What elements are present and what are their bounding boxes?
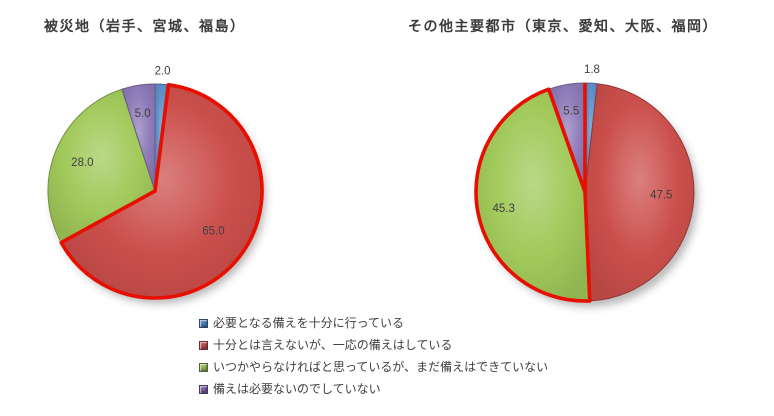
pie0-data-label-3: 5.0 — [135, 108, 151, 120]
pie1-data-label-3: 5.5 — [563, 105, 579, 117]
legend-marker-2 — [199, 363, 208, 372]
pie1-slice-1 — [584, 83, 695, 302]
legend-label: 十分とは言えないが、一応の備えはしている — [213, 338, 453, 352]
highlight-outline — [59, 83, 264, 300]
pie0-data-label-1: 65.0 — [202, 226, 224, 238]
legend-item-partially-prepared: 十分とは言えないが、一応の備えはしている — [199, 339, 548, 352]
legend-label: いつかやらなければと思っているが、まだ備えはできていない — [213, 360, 549, 374]
right-pie-chart: 1.8 47.5 45.3 5.5 — [470, 64, 700, 318]
pie-svg-0: 2.0 65.0 28.0 5.0 — [47, 65, 266, 304]
pie1-data-label-2: 45.3 — [492, 203, 514, 215]
highlight-outline — [474, 87, 592, 303]
left-pie-chart: 2.0 65.0 28.0 5.0 — [45, 65, 266, 311]
pie0-slice-3 — [121, 83, 156, 192]
legend-item-no-need: 備えは必要ないのでしていない — [199, 383, 548, 396]
legend-marker-0 — [199, 319, 208, 328]
legend-label: 必要となる備えを十分に行っている — [213, 316, 405, 330]
legend-marker-1 — [199, 341, 208, 350]
left-pie-title: 被災地（岩手、宮城、福島） — [44, 18, 246, 34]
legend-item-prepared: 必要となる備えを十分に行っている — [199, 317, 548, 330]
legend-item-not-yet-prepared: いつかやらなければと思っているが、まだ備えはできていない — [199, 361, 548, 374]
pie0-data-label-2: 28.0 — [71, 157, 93, 169]
pie1-data-label-1: 47.5 — [650, 190, 672, 202]
chart-legend: 必要となる備えを十分に行っている 十分とは言えないが、一応の備えはしている いつ… — [199, 317, 548, 396]
pie-svg-1: 1.8 47.5 45.3 5.5 — [474, 64, 698, 307]
pie0-data-label-0: 2.0 — [155, 65, 171, 77]
legend-label: 備えは必要ないのでしていない — [213, 382, 381, 396]
pie1-data-label-0: 1.8 — [584, 64, 600, 76]
legend-marker-3 — [199, 385, 208, 394]
right-pie-title: その他主要都市（東京、愛知、大阪、福岡） — [408, 18, 718, 34]
